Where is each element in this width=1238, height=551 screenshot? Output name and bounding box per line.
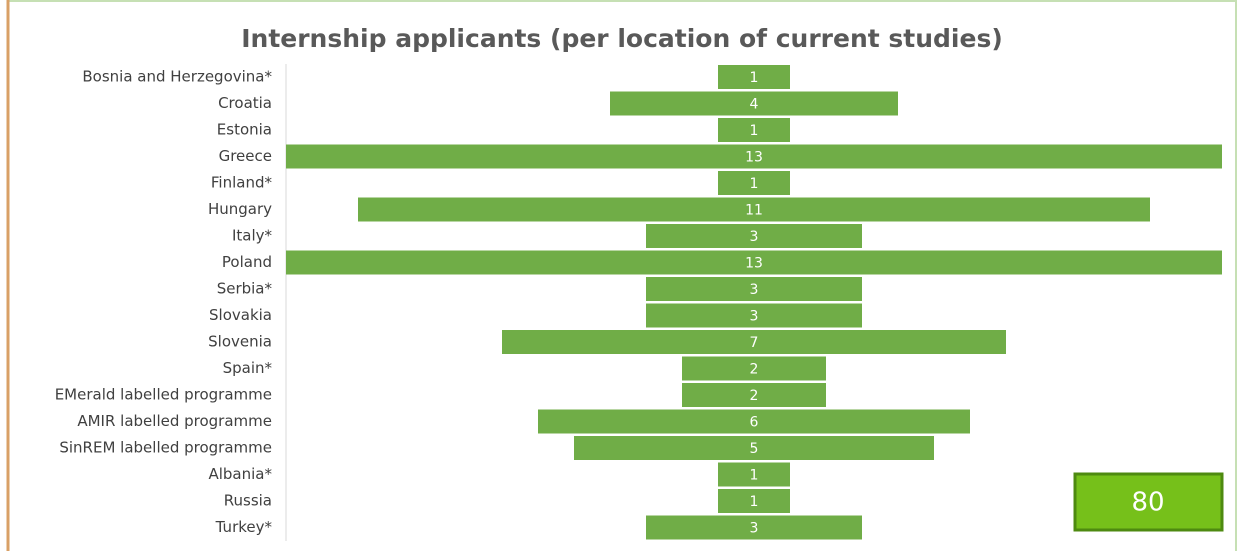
- data-label: 2: [750, 362, 759, 378]
- category-label: Turkey*: [215, 518, 273, 536]
- category-label: Croatia: [218, 94, 272, 112]
- bar: [574, 436, 934, 460]
- bar: [286, 144, 1222, 169]
- bar: [610, 91, 898, 116]
- category-label: Albania*: [208, 465, 272, 483]
- data-label: 4: [750, 97, 759, 113]
- bar: [646, 277, 862, 301]
- data-label: 6: [750, 415, 759, 431]
- bar: [718, 462, 790, 487]
- data-label: 1: [750, 494, 759, 510]
- bar: [646, 303, 862, 328]
- data-label: 13: [745, 256, 763, 272]
- chart-title: Internship applicants (per location of c…: [241, 24, 1003, 53]
- bar: [646, 515, 862, 540]
- data-label: 1: [750, 468, 759, 484]
- category-label: Bosnia and Herzegovina*: [82, 68, 272, 86]
- data-label: 13: [745, 150, 763, 166]
- data-label: 1: [750, 176, 759, 192]
- category-label: AMIR labelled programme: [77, 412, 272, 430]
- category-label: Italy*: [232, 227, 273, 245]
- bar: [646, 224, 862, 248]
- category-label: Slovakia: [209, 306, 272, 324]
- data-label: 1: [750, 70, 759, 86]
- total-value: 80: [1131, 488, 1164, 518]
- data-label: 5: [750, 441, 759, 457]
- bar: [718, 489, 790, 513]
- category-label: Greece: [219, 147, 272, 165]
- bar: [286, 250, 1222, 275]
- data-label: 7: [750, 335, 759, 351]
- data-label: 2: [750, 388, 759, 404]
- category-label: Finland*: [211, 174, 273, 192]
- total-box: [1073, 472, 1224, 532]
- data-label: 3: [750, 282, 759, 298]
- bar: [718, 65, 790, 89]
- bar: [502, 330, 1006, 354]
- data-label: 3: [750, 521, 759, 537]
- bar: [682, 383, 826, 407]
- category-label: EMerald labelled programme: [55, 386, 272, 404]
- data-label: 1: [750, 123, 759, 139]
- bar: [718, 118, 790, 142]
- category-label: Slovenia: [208, 333, 272, 351]
- category-label: Hungary: [208, 200, 272, 218]
- category-label: Estonia: [217, 121, 272, 139]
- category-label: Russia: [224, 492, 272, 510]
- category-label: Spain*: [223, 359, 273, 377]
- bar: [718, 171, 790, 195]
- data-label: 3: [750, 309, 759, 325]
- category-label: Serbia*: [217, 280, 273, 298]
- data-label: 3: [750, 229, 759, 245]
- bar: [538, 409, 970, 434]
- bar: [682, 356, 826, 381]
- bar: [358, 197, 1150, 222]
- category-label: Poland: [222, 253, 272, 271]
- category-label: SinREM labelled programme: [59, 439, 272, 457]
- data-label: 11: [745, 203, 763, 219]
